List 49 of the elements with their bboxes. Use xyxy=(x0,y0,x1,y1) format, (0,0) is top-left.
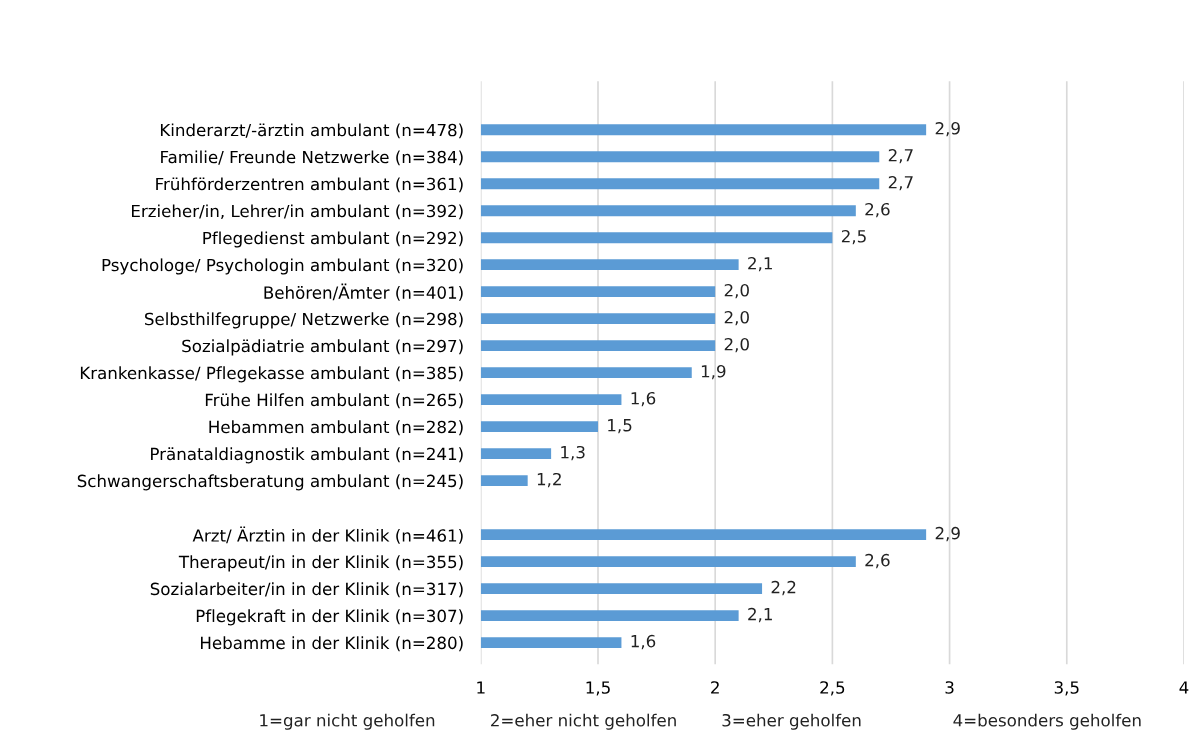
data-label: 2,0 xyxy=(724,283,749,299)
data-label: 2,9 xyxy=(935,526,960,542)
x-tick-label: 4 xyxy=(1179,681,1189,694)
data-label: 2,0 xyxy=(724,337,749,353)
data-label: 2,9 xyxy=(935,121,960,137)
y-tick-label: Hebamme in der Klinik (n=280) xyxy=(201,636,463,652)
y-tick-label: Psychologe/ Psychologin ambulant (n=320) xyxy=(102,258,463,275)
text: 1=gar nicht geholfen xyxy=(260,713,435,730)
data-label: 2,1 xyxy=(748,607,772,623)
y-tick-label: Pränataldiagnostik ambulant (n=241) xyxy=(151,447,463,464)
data-label: 2,2 xyxy=(771,580,796,596)
data-label: 1,6 xyxy=(631,391,656,407)
data-label: 1,2 xyxy=(537,472,561,488)
y-tick-label: Familie/ Freunde Netzwerke (n=384) xyxy=(161,150,463,166)
y-tick-label: Hebammen ambulant (n=282) xyxy=(209,420,463,436)
y-tick-label: Sozialarbeiter/in in der Klinik (n=317) xyxy=(150,582,463,598)
data-label: 2,0 xyxy=(724,310,749,326)
y-tick-label: Pflegedienst ambulant (n=292) xyxy=(203,231,463,248)
y-tick-label: Arzt/ Ärztin in der Klinik (n=461) xyxy=(192,526,463,544)
text: 2=eher nicht geholfen xyxy=(491,713,676,730)
data-label: 2,5 xyxy=(841,229,866,245)
data-label: 2,7 xyxy=(888,175,913,191)
data-label: 2,6 xyxy=(865,202,890,218)
y-tick-label: Erzieher/in, Lehrer/in ambulant (n=392) xyxy=(132,204,463,220)
y-tick-label: Selbsthilfegruppe/ Netzwerke (n=298) xyxy=(145,312,463,329)
y-tick-label: Sozialpädiatrie ambulant (n=297) xyxy=(182,339,463,356)
y-tick-label: Kinderarzt/-ärztin ambulant (n=478) xyxy=(160,123,463,139)
x-tick-label: 2,5 xyxy=(820,681,845,696)
x-tick-label: 1,5 xyxy=(586,681,610,696)
x-tick-label: 2 xyxy=(711,681,719,694)
data-label: 2,6 xyxy=(865,553,890,569)
y-tick-label: Pflegekraft in der Klinik (n=307) xyxy=(196,609,463,626)
x-tick-label: 3 xyxy=(945,681,954,694)
text: 4=besonders geholfen xyxy=(953,713,1141,730)
y-tick-label: Frühförderzentren ambulant (n=361) xyxy=(156,177,463,193)
data-label: 2,7 xyxy=(888,148,913,164)
data-label: 1,3 xyxy=(561,445,585,461)
data-label: 1,6 xyxy=(631,634,656,650)
y-tick-label: Behören/Ämter (n=401) xyxy=(264,283,463,301)
y-tick-label: Therapeut/in in der Klinik (n=355) xyxy=(178,555,463,572)
y-tick-label: Krankenkasse/ Pflegekasse ambulant (n=385) xyxy=(80,366,463,383)
x-tick-label: 1 xyxy=(477,681,485,694)
data-label: 1,5 xyxy=(608,419,632,434)
y-tick-label: Schwangerschaftsberatung ambulant (n=245) xyxy=(77,474,463,491)
data-label: 2,1 xyxy=(748,256,772,272)
x-tick-label: 3,5 xyxy=(1054,681,1079,696)
text: 3=eher geholfen xyxy=(722,713,861,730)
y-tick-label: Frühe Hilfen ambulant (n=265) xyxy=(205,393,463,409)
data-label: 1,9 xyxy=(701,364,726,380)
